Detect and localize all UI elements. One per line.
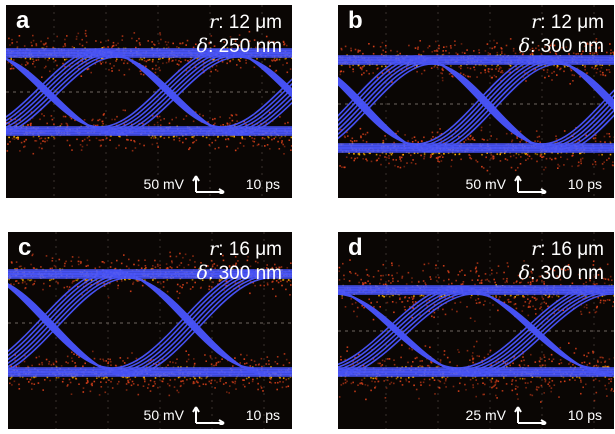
voltage-scale-d: 25 mV [465, 407, 506, 423]
eye-traces [6, 48, 292, 136]
eye-diagram-a [6, 5, 292, 198]
time-scale-d: 10 ps [567, 407, 602, 423]
eye-diagram-c [8, 232, 292, 429]
eye-diagram-panel-a: a r: 12 μm δ: 250 nm 50 mV 10 ps [6, 5, 292, 198]
radius-label-a: r: 12 μm [209, 11, 282, 33]
eye-traces [338, 55, 614, 153]
panel-label-c: c [18, 234, 32, 261]
eye-diagram-panel-b: b r: 12 μm δ: 300 nm 50 mV 10 ps [338, 5, 614, 198]
time-scale-c: 10 ps [245, 407, 280, 423]
panel-label-a: a [16, 7, 30, 34]
voltage-scale-b: 50 mV [465, 176, 506, 192]
voltage-scale-c: 50 mV [143, 407, 184, 423]
radius-label-b: r: 12 μm [531, 11, 604, 33]
offset-label-c: δ: 300 nm [196, 262, 282, 284]
eye-diagram-d [338, 232, 614, 429]
scale-bar-icon [514, 406, 547, 425]
radius-label-c: r: 16 μm [209, 238, 282, 260]
panel-label-d: d [348, 234, 363, 261]
panel-label-b: b [348, 7, 363, 34]
time-scale-a: 10 ps [245, 176, 280, 192]
voltage-scale-a: 50 mV [143, 176, 184, 192]
eye-traces [8, 269, 292, 377]
offset-label-a: δ: 250 nm [196, 35, 282, 57]
radius-label-d: r: 16 μm [531, 238, 604, 260]
scale-bar-icon [192, 175, 225, 194]
eye-diagram-b [338, 5, 614, 198]
time-scale-b: 10 ps [567, 176, 602, 192]
eye-diagram-panel-d: d r: 16 μm δ: 300 nm 25 mV 10 ps [338, 232, 614, 429]
offset-label-d: δ: 300 nm [518, 262, 604, 284]
eye-diagram-panel-c: c r: 16 μm δ: 300 nm 50 mV 10 ps [8, 232, 292, 429]
offset-label-b: δ: 300 nm [518, 35, 604, 57]
scale-bar-icon [514, 175, 547, 194]
noise-cloud [338, 259, 614, 403]
scale-bar-icon [192, 406, 225, 425]
eye-traces [338, 285, 614, 377]
